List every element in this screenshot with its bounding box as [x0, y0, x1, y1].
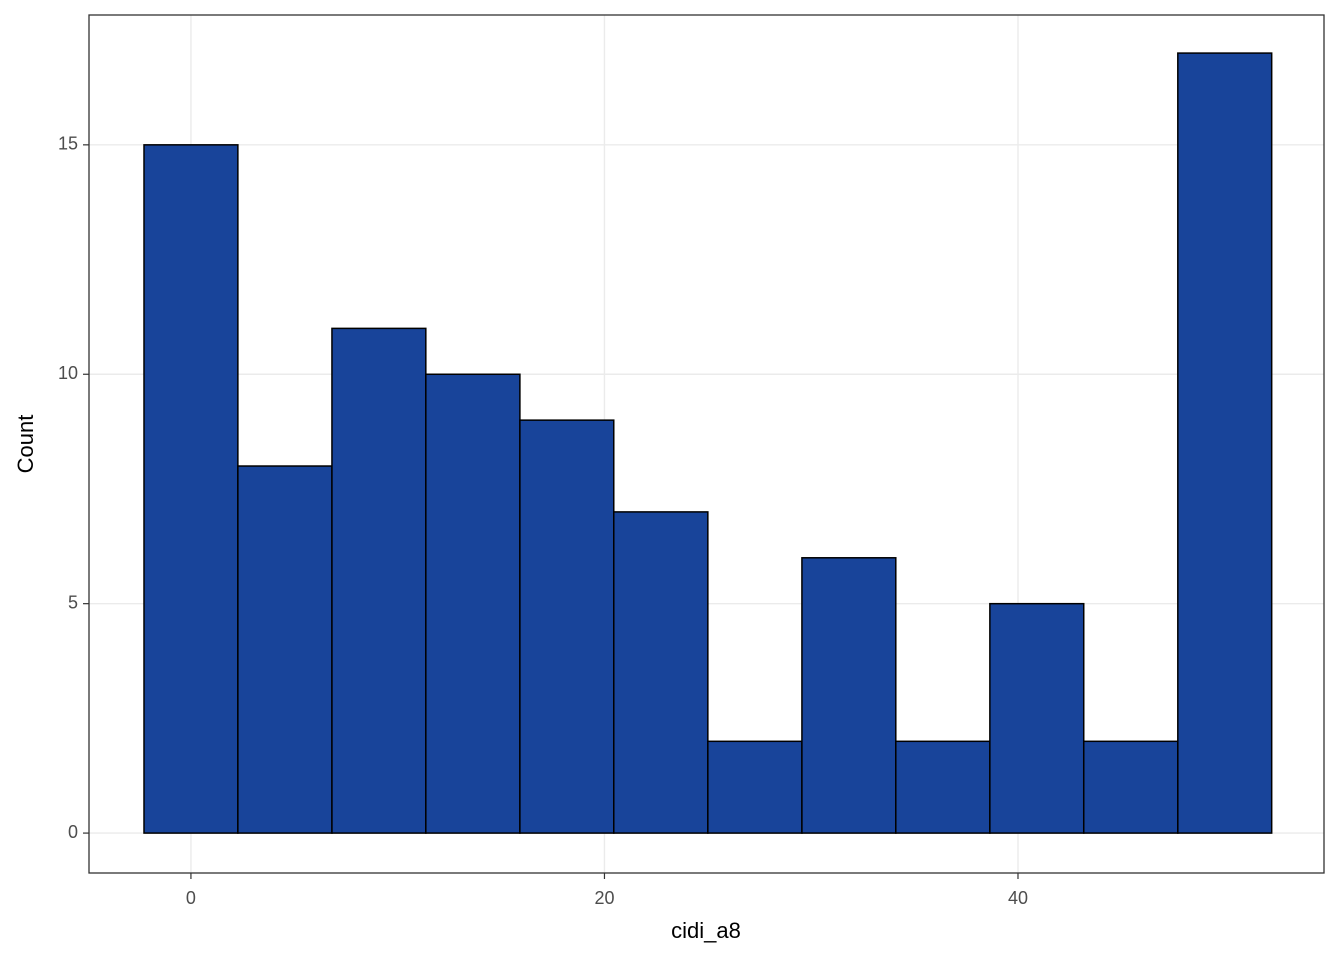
bar [237, 465, 333, 834]
bar [989, 602, 1085, 834]
y-tick-label: 0 [68, 822, 78, 842]
bar [1082, 740, 1179, 834]
x-axis-title: cidi_a8 [671, 918, 741, 943]
bar [331, 327, 427, 834]
y-axis-title: Count [13, 415, 38, 474]
x-tick-label: 20 [594, 888, 614, 908]
y-tick-label: 10 [58, 363, 78, 383]
bar [613, 511, 709, 834]
x-tick-label: 0 [186, 888, 196, 908]
bar [801, 557, 897, 834]
bar [143, 144, 239, 834]
bar [895, 740, 991, 834]
bar [1177, 52, 1273, 834]
bar [707, 740, 803, 834]
bar [425, 373, 521, 834]
y-tick-label: 15 [58, 134, 78, 154]
y-tick-label: 5 [68, 592, 78, 612]
plot-border [88, 14, 1325, 874]
bar [519, 419, 615, 834]
x-tick-label: 40 [1008, 888, 1028, 908]
